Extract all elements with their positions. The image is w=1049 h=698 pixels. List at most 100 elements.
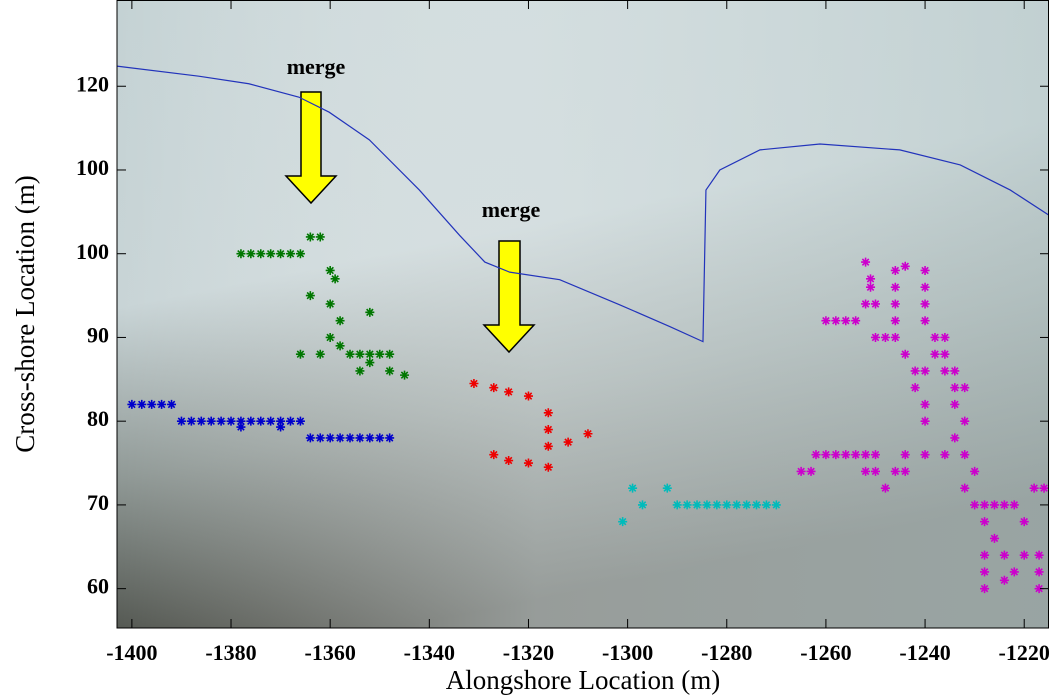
point <box>326 266 335 275</box>
point <box>901 467 910 476</box>
point <box>921 400 930 409</box>
point <box>990 500 999 509</box>
chart: merge merge Alongshore Location (m) Cros… <box>0 0 1049 698</box>
point <box>861 467 870 476</box>
point <box>400 371 409 380</box>
point <box>851 450 860 459</box>
point <box>346 433 355 442</box>
point <box>881 333 890 342</box>
point <box>921 266 930 275</box>
y-tick-label: 90 <box>87 322 109 347</box>
point <box>236 249 245 258</box>
point <box>1000 500 1009 509</box>
point <box>365 358 374 367</box>
point <box>638 500 647 509</box>
point <box>504 387 513 396</box>
x-axis-label: Alongshore Location (m) <box>446 665 720 695</box>
point <box>712 500 721 509</box>
point <box>950 433 959 442</box>
point <box>316 232 325 241</box>
point <box>901 450 910 459</box>
point <box>980 500 989 509</box>
x-tick-label: -1320 <box>503 640 554 665</box>
point <box>296 417 305 426</box>
y-tick-label: 60 <box>87 574 109 599</box>
point <box>1040 484 1049 493</box>
point <box>583 429 592 438</box>
point <box>147 400 156 409</box>
point <box>841 450 850 459</box>
point <box>861 299 870 308</box>
point <box>866 283 875 292</box>
point <box>960 450 969 459</box>
point <box>871 467 880 476</box>
point <box>807 467 816 476</box>
point <box>950 366 959 375</box>
point <box>544 442 553 451</box>
point <box>365 433 374 442</box>
point <box>355 366 364 375</box>
point <box>544 463 553 472</box>
point <box>921 316 930 325</box>
point <box>618 517 627 526</box>
x-tick-label: -1380 <box>205 640 256 665</box>
y-tick-label: 80 <box>87 406 109 431</box>
point <box>732 500 741 509</box>
point <box>921 366 930 375</box>
point <box>286 417 295 426</box>
x-tick-label: -1360 <box>305 640 356 665</box>
point <box>336 341 345 350</box>
x-tick-label: -1240 <box>899 640 950 665</box>
point <box>524 392 533 401</box>
point <box>256 249 265 258</box>
point <box>881 484 890 493</box>
point <box>702 500 711 509</box>
point <box>891 299 900 308</box>
point <box>831 316 840 325</box>
point <box>940 450 949 459</box>
background-haze <box>117 0 1049 628</box>
point <box>901 350 910 359</box>
point <box>871 450 880 459</box>
point <box>489 450 498 459</box>
point <box>306 291 315 300</box>
point <box>326 299 335 308</box>
point <box>385 366 394 375</box>
point <box>693 500 702 509</box>
point <box>469 379 478 388</box>
point <box>891 283 900 292</box>
point <box>236 423 245 432</box>
x-tick-label: -1220 <box>999 640 1049 665</box>
x-tick-label: -1300 <box>602 640 653 665</box>
point <box>940 350 949 359</box>
point <box>336 433 345 442</box>
point <box>326 433 335 442</box>
point <box>207 417 216 426</box>
point <box>167 400 176 409</box>
point <box>921 450 930 459</box>
point <box>950 383 959 392</box>
point <box>306 433 315 442</box>
point <box>742 500 751 509</box>
point <box>841 316 850 325</box>
point <box>365 308 374 317</box>
point <box>187 417 196 426</box>
point <box>197 417 206 426</box>
y-tick-label: 70 <box>87 490 109 515</box>
point <box>930 350 939 359</box>
point <box>831 450 840 459</box>
point <box>227 417 236 426</box>
point <box>296 249 305 258</box>
point <box>960 484 969 493</box>
point <box>901 262 910 271</box>
point <box>1010 567 1019 576</box>
point <box>663 484 672 493</box>
point <box>504 456 513 465</box>
point <box>891 333 900 342</box>
point <box>891 266 900 275</box>
point <box>266 417 275 426</box>
point <box>722 500 731 509</box>
annotation: merge <box>287 54 346 79</box>
point <box>316 433 325 442</box>
point <box>861 258 870 267</box>
